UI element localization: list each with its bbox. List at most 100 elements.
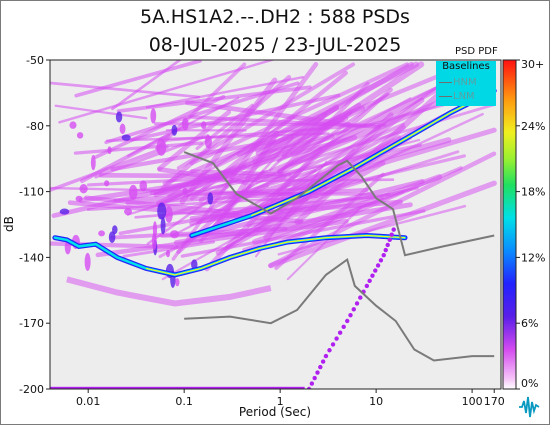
psd-trace <box>116 85 312 113</box>
psd-cluster <box>152 221 158 239</box>
y-tick-label: -80 <box>26 120 44 133</box>
psd-ridge-low-peak <box>145 234 406 276</box>
psd-cluster <box>164 206 173 223</box>
psd-trace <box>241 137 452 200</box>
psd-cluster <box>124 208 133 216</box>
psd-cluster <box>79 184 88 194</box>
legend-line-lnm <box>439 95 452 97</box>
psd-cluster <box>121 134 131 141</box>
psd-trace <box>155 62 247 151</box>
psd-trace <box>80 133 170 184</box>
psd-cluster <box>59 208 70 215</box>
seismogram-logo-icon <box>519 396 540 418</box>
psd-trace <box>74 60 202 98</box>
dotted-mark <box>315 370 320 375</box>
dotted-mark <box>364 283 370 289</box>
dotted-mark <box>358 295 363 300</box>
psd-trace <box>254 62 470 153</box>
psd-trace <box>277 72 467 163</box>
psd-cluster <box>69 121 77 129</box>
dotted-mark <box>345 318 350 324</box>
legend-item-lnm: LNM <box>439 91 475 102</box>
dotted-mark <box>323 353 329 359</box>
dotted-mark <box>383 247 388 253</box>
chart-title: 5A.HS1A2.--.DH2 : 588 PSDs <box>140 6 410 28</box>
dotted-mark <box>367 278 372 283</box>
psd-trace <box>252 174 443 245</box>
legend-label-hnm: HNM <box>453 77 477 88</box>
dotted-mark <box>370 273 375 278</box>
psd-trace <box>122 240 216 258</box>
psd-trace <box>215 160 386 256</box>
x-tick-label: 1 <box>277 395 284 408</box>
dotted-mark <box>312 375 317 381</box>
hnm-curve <box>183 151 495 257</box>
axis-ticks: 0.01 0.1 1 10 100 170 -50 -80 -110 -140 -170 -200 <box>19 54 505 408</box>
x-axis-label: Period (Sec) <box>239 405 311 419</box>
dotted-mark <box>337 330 343 335</box>
dotted-mark <box>375 263 381 268</box>
psd-trace <box>66 276 272 307</box>
colorbar-tick-label: 6% <box>521 317 538 330</box>
psd-trace <box>247 186 419 228</box>
psd-trace <box>242 89 468 186</box>
psd-cluster <box>150 108 157 124</box>
psd-trace <box>54 104 148 120</box>
colorbar-tick-label: 24% <box>521 120 545 133</box>
dotted-mark <box>391 227 396 232</box>
psd-trace <box>277 204 467 256</box>
legend-item-hnm: HNM <box>439 77 477 88</box>
psd-cluster <box>75 195 83 202</box>
psd-trace <box>189 62 409 166</box>
psd-cluster <box>112 225 118 235</box>
y-tick-label: -50 <box>26 54 44 67</box>
psd-cluster <box>182 187 188 195</box>
legend: Baselines HNM LNM <box>436 61 496 106</box>
colorbar-ticks: 0% 6% 12% 18% 24% 30+ <box>516 58 545 390</box>
psd-trace <box>229 62 319 180</box>
y-axis-label: dB <box>2 216 16 232</box>
psd-cluster <box>107 146 112 155</box>
dotted-mark <box>306 386 312 389</box>
y-tick-label: -200 <box>19 383 44 396</box>
legend-line-hnm <box>439 81 452 83</box>
plot-border <box>49 59 502 390</box>
floor-band <box>50 386 305 389</box>
psd-trace <box>160 75 292 191</box>
psd-trace <box>176 62 356 171</box>
psd-trace <box>50 81 201 99</box>
psd-cluster <box>160 217 166 235</box>
psd-cluster <box>191 259 198 270</box>
colorbar-tick-label: 30+ <box>521 58 544 71</box>
dotted-mark <box>348 312 353 318</box>
psd-trace <box>288 150 460 206</box>
dotted-mark <box>387 237 392 243</box>
psd-density-layer <box>50 60 497 389</box>
psd-trace <box>167 116 296 198</box>
dotted-mark <box>385 242 390 248</box>
dotted-mark <box>318 364 323 370</box>
psd-trace <box>111 60 183 111</box>
psd-cluster <box>139 180 148 192</box>
psd-trace <box>173 202 413 246</box>
legend-title: Baselines <box>442 61 490 72</box>
psd-cluster <box>98 230 105 237</box>
colorbar-tick-label: 18% <box>521 186 545 199</box>
psd-cluster <box>108 231 116 243</box>
psd-cluster <box>204 134 212 149</box>
x-tick-label: 10 <box>369 395 383 408</box>
psd-trace <box>189 70 348 201</box>
psd-trace <box>228 97 412 200</box>
psd-trace <box>274 172 385 270</box>
psd-trace <box>281 61 425 158</box>
psd-cluster <box>200 121 207 130</box>
x-tick-label: 0.1 <box>175 395 193 408</box>
dotted-mark <box>373 268 378 273</box>
psd-cluster <box>84 252 91 271</box>
psd-cluster <box>169 230 180 239</box>
colorbar <box>502 59 517 390</box>
dotted-mark <box>330 342 336 347</box>
psd-cluster <box>175 278 180 287</box>
psd-cluster <box>171 124 178 136</box>
